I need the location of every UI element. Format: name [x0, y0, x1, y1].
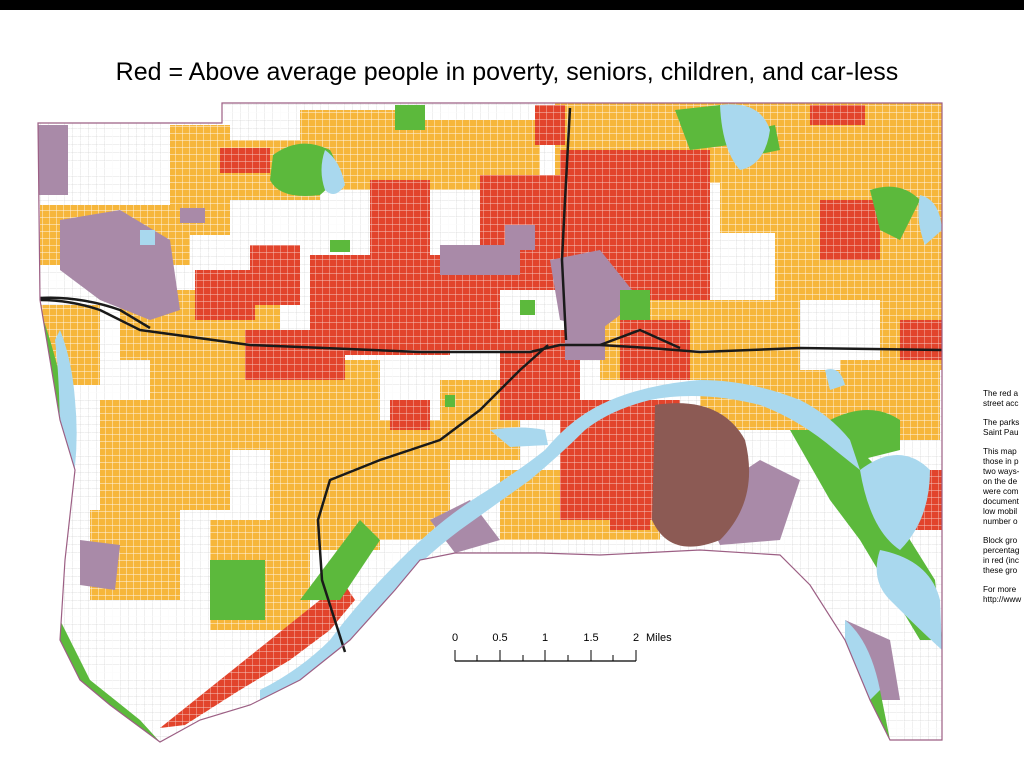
scale-label-1: 1: [542, 632, 548, 644]
notes-line: Saint Pau: [983, 428, 1019, 437]
map-notes: The red a street acc The parks Saint Pau Thi…: [983, 389, 1024, 614]
scale-label-1-5: 1.5: [583, 632, 598, 644]
scale-label-0: 0: [452, 632, 458, 644]
notes-line: street acc: [983, 399, 1019, 408]
notes-line: those in p: [983, 457, 1019, 466]
notes-paragraph: The parks Saint Pau: [983, 418, 1024, 438]
notes-paragraph: The red a street acc: [983, 389, 1024, 409]
scale-unit: Miles: [646, 632, 672, 644]
notes-paragraph: This map those in p two ways-on the de were…: [983, 447, 1024, 527]
notes-line: For more: [983, 585, 1017, 594]
city-boundary: [37, 102, 943, 743]
highways: [39, 107, 943, 653]
scale-label-2: 2: [633, 632, 639, 644]
notes-line: Block gro: [983, 536, 1018, 545]
notes-line: number o: [983, 517, 1018, 526]
notes-line: The red a: [983, 389, 1019, 398]
notes-line: percentag: [983, 546, 1020, 555]
notes-line: these gro: [983, 566, 1018, 575]
notes-line: http://www: [983, 595, 1022, 604]
airport-area: [652, 403, 750, 547]
notes-line: This map: [983, 447, 1017, 456]
notes-line: on the de: [983, 477, 1018, 486]
notes-line: two ways-: [983, 467, 1020, 476]
notes-line: The parks: [983, 418, 1020, 427]
notes-paragraph: Block gro percentag in red (inc these gro: [983, 536, 1024, 576]
notes-paragraph: For more http://www: [983, 585, 1024, 605]
top-bar: [0, 0, 1024, 10]
map-title: Red = Above average people in poverty, s…: [115, 58, 899, 86]
scale-label-0-5: 0.5: [492, 632, 507, 644]
notes-line: document: [983, 497, 1019, 506]
scale-bar: 0 0.5 1 1.5 2 Miles: [452, 632, 672, 662]
notes-line: low mobil: [983, 507, 1018, 516]
notes-line: were com: [983, 487, 1019, 496]
notes-line: in red (inc: [983, 556, 1019, 565]
